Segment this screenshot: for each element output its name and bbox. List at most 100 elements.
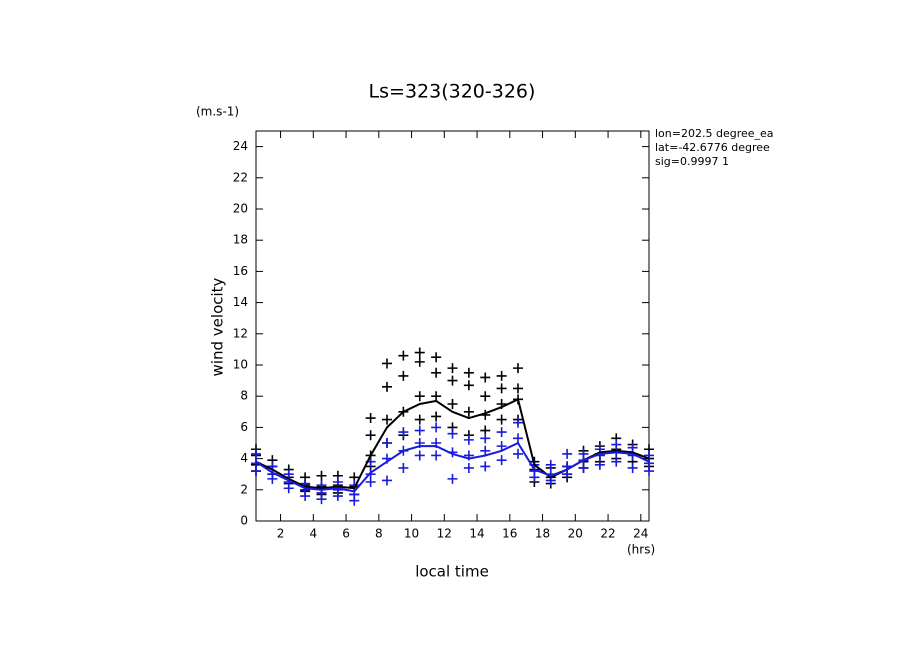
- plus-marker: [463, 434, 474, 445]
- plus-marker: [382, 381, 392, 392]
- plus-marker: [562, 469, 573, 480]
- plus-marker: [529, 472, 540, 483]
- x-unit: (hrs): [627, 543, 655, 557]
- plus-marker: [496, 414, 507, 425]
- plus-marker: [382, 414, 392, 425]
- x-tick-label: 18: [535, 527, 550, 541]
- annotation: sig=0.9997 1: [655, 155, 729, 168]
- plus-marker: [414, 414, 425, 425]
- plus-marker: [447, 473, 458, 484]
- plus-marker: [414, 450, 425, 461]
- y-tick-label: 10: [233, 358, 248, 372]
- plus-marker: [398, 370, 409, 381]
- y-tick-label: 0: [240, 514, 248, 528]
- plus-marker: [300, 491, 311, 502]
- plus-marker: [496, 383, 507, 394]
- x-tick-label: 12: [437, 527, 452, 541]
- x-tick-label: 20: [568, 527, 583, 541]
- plus-marker: [463, 406, 474, 417]
- plus-marker: [398, 462, 409, 473]
- plus-marker: [545, 459, 556, 470]
- plus-marker: [594, 459, 605, 470]
- y-tick-label: 24: [233, 139, 248, 153]
- plus-marker: [251, 448, 261, 459]
- plus-marker: [283, 483, 294, 494]
- plus-marker: [365, 477, 376, 487]
- x-tick-label: 2: [277, 527, 285, 541]
- x-tick-label: 8: [375, 527, 383, 541]
- x-tick-label: 4: [309, 527, 317, 541]
- plus-marker: [431, 391, 442, 402]
- y-tick-label: 8: [240, 389, 248, 403]
- plus-marker: [513, 383, 523, 394]
- plus-marker: [431, 450, 442, 461]
- plus-marker: [463, 380, 474, 391]
- plus-marker: [365, 413, 376, 424]
- plus-marker: [496, 427, 507, 438]
- plus-marker: [463, 462, 474, 473]
- plus-marker: [447, 375, 458, 386]
- mean-line: [255, 441, 650, 493]
- y-tick-label: 12: [233, 326, 248, 340]
- y-tick-label: 4: [240, 451, 248, 465]
- y-tick-label: 16: [233, 264, 248, 278]
- plus-marker: [382, 475, 392, 486]
- plus-marker: [414, 391, 425, 402]
- y-tick-label: 18: [233, 233, 248, 247]
- plus-marker: [316, 470, 327, 481]
- plus-marker: [382, 358, 392, 369]
- y-unit: (m.s-1): [196, 105, 239, 119]
- plus-marker: [365, 430, 376, 441]
- plus-marker: [431, 411, 442, 422]
- x-tick-label: 16: [502, 527, 517, 541]
- y-tick-label: 6: [240, 420, 248, 434]
- plus-marker: [496, 441, 507, 452]
- x-tick-label: 22: [600, 527, 615, 541]
- plus-marker: [316, 494, 327, 505]
- plus-marker: [251, 466, 261, 477]
- plus-marker: [513, 417, 523, 428]
- x-axis-label: local time: [415, 563, 489, 581]
- plus-marker: [447, 428, 458, 439]
- chart-title: Ls=323(320-326): [369, 81, 536, 103]
- plus-marker: [414, 356, 425, 367]
- x-tick-label: 10: [404, 527, 419, 541]
- y-tick-label: 2: [240, 482, 248, 496]
- plus-marker: [332, 491, 343, 502]
- plus-marker: [480, 433, 491, 444]
- plus-marker: [431, 422, 442, 433]
- plus-marker: [414, 425, 425, 436]
- plus-marker: [463, 367, 474, 378]
- plus-marker: [562, 448, 573, 459]
- y-tick-label: 20: [233, 202, 248, 216]
- plus-marker: [398, 427, 409, 438]
- y-tick-label: 14: [233, 295, 248, 309]
- plus-marker: [513, 448, 523, 459]
- plus-marker: [496, 370, 507, 381]
- plus-marker: [644, 466, 654, 477]
- plus-marker: [480, 445, 491, 456]
- plus-marker: [480, 391, 491, 402]
- plus-marker: [431, 367, 442, 378]
- x-tick-label: 6: [342, 527, 350, 541]
- plus-marker: [447, 399, 458, 409]
- plus-marker: [431, 352, 442, 363]
- plus-marker: [447, 363, 458, 374]
- annotation: lon=202.5 degree_ea: [655, 127, 774, 140]
- plus-marker: [480, 461, 491, 472]
- plus-marker: [349, 495, 360, 506]
- plus-marker: [414, 347, 425, 358]
- plus-marker: [611, 456, 622, 467]
- plus-marker: [578, 462, 589, 473]
- annotation: lat=-42.6776 degree: [655, 141, 770, 154]
- plus-marker: [513, 363, 523, 374]
- x-tick-label: 24: [633, 527, 648, 541]
- plot-frame: [255, 130, 650, 522]
- plus-marker: [480, 372, 491, 383]
- x-tick-label: 14: [469, 527, 484, 541]
- plus-marker: [398, 350, 409, 361]
- plus-marker: [513, 433, 523, 444]
